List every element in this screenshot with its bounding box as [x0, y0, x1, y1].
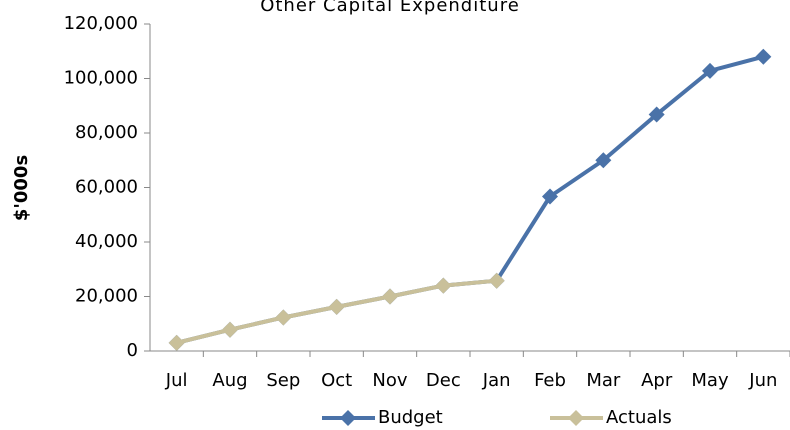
point-marker [168, 334, 185, 351]
x-tick-label: Oct [321, 370, 352, 391]
x-tick-label: Sep [266, 370, 300, 391]
x-tick-label: Jul [165, 370, 188, 391]
y-tick-label: 120,000 [64, 13, 138, 34]
point-marker [382, 288, 398, 305]
series-line [176, 54, 764, 345]
x-tick-label: Jan [482, 370, 511, 391]
y-tick-label: 60,000 [75, 177, 138, 198]
x-tick-label: Mar [586, 370, 621, 391]
legend-label: Actuals [606, 407, 672, 428]
y-tick-label: 100,000 [64, 68, 138, 89]
point-marker [702, 62, 718, 79]
point-marker [755, 48, 772, 65]
point-marker [275, 309, 292, 326]
point-marker [595, 152, 612, 169]
point-marker [648, 106, 665, 123]
y-tick-label: 0 [127, 340, 138, 361]
chart-title: Other Capital Expenditure [260, 0, 520, 16]
x-tick-label: Aug [212, 370, 247, 391]
x-tick-label: Nov [372, 370, 407, 391]
point-marker [328, 298, 345, 315]
y-tick-label: 80,000 [75, 122, 138, 143]
y-tick-label: 20,000 [75, 286, 138, 307]
point-marker [488, 272, 505, 289]
legend-label: Budget [378, 407, 443, 428]
y-tick-label: 40,000 [75, 231, 138, 252]
x-tick-label: Dec [426, 370, 461, 391]
x-tick-label: May [691, 370, 729, 391]
legend-marker [568, 410, 584, 426]
legend-marker [340, 410, 356, 426]
point-marker [222, 321, 238, 338]
point-marker [435, 277, 452, 294]
y-axis-label: $'000s [11, 155, 32, 221]
x-tick-label: Jun [748, 370, 777, 391]
point-marker [542, 188, 558, 205]
x-tick-label: Feb [534, 370, 566, 391]
x-tick-label: Apr [641, 370, 673, 391]
